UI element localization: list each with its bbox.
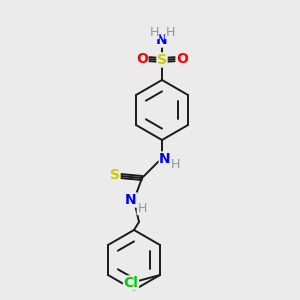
Text: N: N	[159, 152, 171, 166]
Text: O: O	[176, 52, 188, 66]
Text: H: H	[149, 26, 159, 38]
Text: H: H	[170, 158, 180, 172]
Text: S: S	[157, 53, 167, 67]
Text: S: S	[110, 168, 120, 182]
Text: O: O	[136, 52, 148, 66]
Text: H: H	[165, 26, 175, 38]
Text: Cl: Cl	[124, 276, 138, 290]
Text: H: H	[137, 202, 147, 214]
Text: N: N	[125, 193, 137, 207]
Text: N: N	[156, 33, 168, 47]
